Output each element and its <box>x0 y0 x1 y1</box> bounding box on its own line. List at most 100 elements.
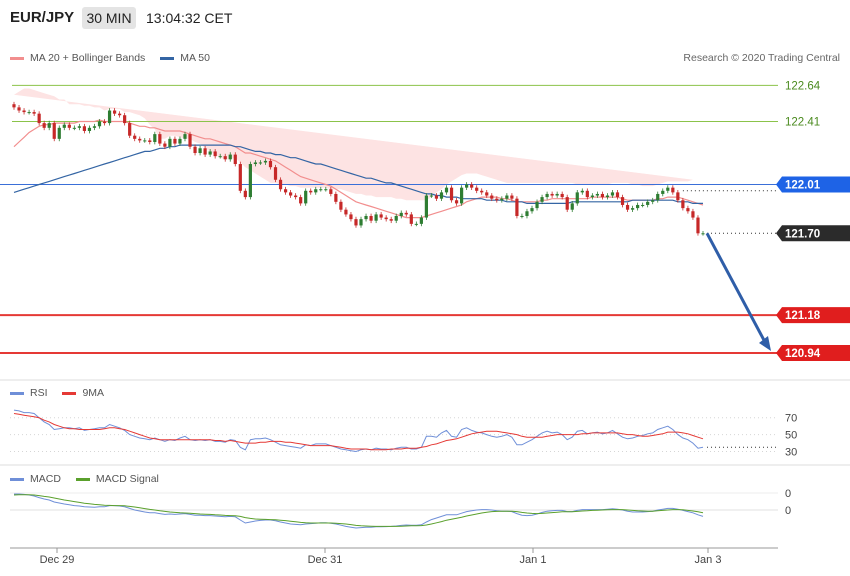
candle <box>651 197 655 205</box>
candle <box>585 188 589 200</box>
candle <box>218 153 222 159</box>
candle-body <box>299 197 303 204</box>
candle <box>213 149 217 159</box>
candle <box>696 215 700 236</box>
candle <box>555 191 559 198</box>
candle-body <box>580 190 584 193</box>
bollinger-legend-label: MA 20 + Bollinger Bands <box>30 52 146 64</box>
candle-body <box>555 193 559 196</box>
candle-body <box>102 121 107 124</box>
candle-body <box>17 107 21 111</box>
candle-body <box>490 195 494 199</box>
candle-body <box>82 126 87 131</box>
candle-body <box>283 189 288 193</box>
candle-body <box>118 113 122 116</box>
candle-body <box>57 127 61 139</box>
candle-body <box>309 190 313 193</box>
candle-body <box>213 151 217 157</box>
candle <box>620 194 625 208</box>
candle <box>22 108 26 115</box>
candle-body <box>188 134 192 147</box>
candle-body <box>605 195 610 198</box>
candle <box>203 145 207 157</box>
candle-body <box>349 214 353 220</box>
candle-body <box>565 197 569 210</box>
candle-body <box>686 208 690 212</box>
candle <box>339 199 343 213</box>
level-label-122.64: 122.64 <box>785 80 821 92</box>
candle-body <box>339 201 343 210</box>
candle-body <box>278 179 283 190</box>
candle <box>490 193 494 202</box>
candle <box>208 149 212 157</box>
x-tick-label: Jan 1 <box>520 554 547 566</box>
candle-body <box>67 124 71 128</box>
level-tag-120.94 <box>776 344 850 361</box>
candle <box>173 136 177 146</box>
candle <box>289 190 293 198</box>
candle <box>97 119 102 129</box>
candle-body <box>394 215 398 221</box>
candle <box>389 216 393 224</box>
candle <box>404 210 408 217</box>
candle-body <box>72 127 76 129</box>
level-tag-122.01 <box>776 176 850 193</box>
candle <box>691 208 695 220</box>
candle <box>545 191 549 200</box>
candle <box>12 101 16 110</box>
candle-body <box>404 212 408 215</box>
candle <box>238 161 242 194</box>
candle <box>82 123 87 134</box>
candle <box>344 207 348 217</box>
candle-body <box>32 112 36 114</box>
bollinger-swatch <box>10 56 24 60</box>
level-label-122.01: 122.01 <box>785 180 821 192</box>
candle <box>701 230 705 236</box>
candle-body <box>158 134 162 144</box>
candle <box>444 185 449 195</box>
candle <box>470 182 474 191</box>
candle <box>419 215 423 227</box>
candle <box>595 191 599 198</box>
candle-body <box>520 215 524 217</box>
candle <box>158 131 162 146</box>
candle <box>248 161 252 200</box>
candle-body <box>550 193 554 196</box>
candle-body <box>128 123 132 136</box>
candle <box>87 125 92 134</box>
forecast-arrowhead <box>759 335 771 351</box>
candle <box>414 221 418 227</box>
macd-signal-swatch <box>75 477 90 481</box>
candle-body <box>243 190 247 198</box>
candle-body <box>379 214 383 218</box>
candle <box>565 194 569 213</box>
macd-swatch <box>10 477 24 481</box>
candle <box>580 188 584 195</box>
candle-body <box>198 148 202 154</box>
candle-body <box>248 164 252 198</box>
candle <box>329 186 333 197</box>
candle <box>143 138 147 143</box>
candle-body <box>223 156 227 160</box>
candle <box>364 213 368 222</box>
candle-body <box>444 187 449 193</box>
candle <box>530 205 534 214</box>
candle-body <box>651 200 655 202</box>
bollinger-band-fill <box>14 88 693 201</box>
candle-body <box>671 187 675 193</box>
candle <box>123 112 127 126</box>
candle <box>686 205 690 214</box>
candle-body <box>595 193 599 196</box>
timeframe-button[interactable]: 30 MIN <box>82 7 136 29</box>
candle-body <box>47 123 51 128</box>
candle <box>671 185 675 195</box>
candle <box>449 185 454 203</box>
candle <box>480 188 484 195</box>
candle-body <box>696 217 700 234</box>
candle <box>138 136 142 143</box>
candle-body <box>666 187 670 191</box>
candle <box>369 213 373 224</box>
candle <box>128 120 132 139</box>
candle-body <box>168 138 172 147</box>
